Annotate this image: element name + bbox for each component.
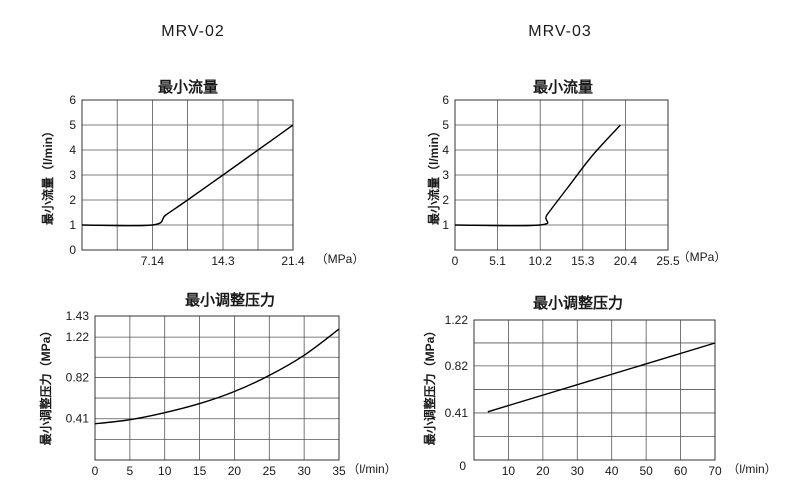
x-tick-label: 15.3 xyxy=(571,254,595,268)
y-axis-label: 最小调整压力（MPa） xyxy=(38,325,53,446)
chart-2: 最小调整压力 0 5 10 15 20 25 30 35 0.41 0.82 1.22 1.43 （l/m… xyxy=(38,291,397,478)
x-tick-label: 10.2 xyxy=(529,254,553,268)
x-tick-label: 0 xyxy=(452,254,459,268)
y-tick-label: 6 xyxy=(69,93,76,107)
y-tick-label: 6 xyxy=(442,93,449,107)
series-line xyxy=(487,342,716,413)
chart-title: 最小调整压力 xyxy=(185,291,275,309)
chart-title: 最小流量 xyxy=(533,78,593,96)
x-tick-label: 21.4 xyxy=(281,254,305,268)
x-tick-label: 25.5 xyxy=(656,254,680,268)
y-tick-label: 0 xyxy=(69,243,76,257)
x-tick-label: 20.4 xyxy=(614,254,638,268)
y-tick-label: 3 xyxy=(69,168,76,182)
y-tick-label: 1 xyxy=(69,218,76,232)
x-tick-label: 20 xyxy=(228,464,242,478)
y-tick-label: 1.43 xyxy=(66,309,90,323)
y-tick-label: 3 xyxy=(442,168,449,182)
chart-1: 最小流量 0 5.1 10.2 15.3 20.4 25.5 1 2 3 4 5 6 （MPa） 最小流量（… xyxy=(426,78,726,268)
x-tick-label: 35 xyxy=(332,464,346,478)
x-tick-label: 50 xyxy=(639,464,653,478)
x-tick-label: 30 xyxy=(297,464,311,478)
x-axis-unit: （l/min） xyxy=(727,462,776,476)
chart-0: 最小流量 7.14 14.3 21.4 0 1 2 3 4 5 6 （MPa） 最小流量（l/min） xyxy=(40,78,364,268)
series-line xyxy=(81,124,294,227)
x-tick-label: 60 xyxy=(674,464,688,478)
y-axis-label: 最小调整压力（MPa） xyxy=(422,325,437,446)
x-tick-label: 0 xyxy=(92,464,99,478)
y-tick-label: 0.41 xyxy=(445,406,469,420)
x-tick-label: 14.3 xyxy=(211,254,235,268)
x-tick-label: 5.1 xyxy=(489,254,506,268)
model-label-mrv03: MRV-03 xyxy=(528,23,592,40)
x-tick-label: 15 xyxy=(193,464,207,478)
series-line xyxy=(94,328,340,425)
origin-label: 0 xyxy=(459,459,466,473)
model-label-mrv02: MRV-02 xyxy=(161,23,225,40)
x-axis-unit: （MPa） xyxy=(316,252,365,266)
chart-title: 最小调整压力 xyxy=(533,294,623,312)
y-tick-label: 0.82 xyxy=(445,359,469,373)
x-tick-label: 20 xyxy=(536,464,550,478)
x-tick-label: 40 xyxy=(605,464,619,478)
plot-frame xyxy=(94,315,340,461)
x-tick-label: 10 xyxy=(502,464,516,478)
y-tick-label: 1 xyxy=(442,218,449,232)
x-tick-label: 7.14 xyxy=(141,254,165,268)
x-axis-unit: （MPa） xyxy=(678,250,727,264)
y-tick-label: 1.22 xyxy=(445,313,469,327)
y-axis-label: 最小流量（l/min） xyxy=(426,125,441,225)
plot-frame xyxy=(81,99,294,251)
chart-3: 最小调整压力 10 20 30 40 50 60 70 0.41 0.82 1.22 0 （l/min）… xyxy=(422,294,777,478)
y-tick-label: 4 xyxy=(442,143,449,157)
series-line xyxy=(454,124,621,227)
y-tick-label: 0.82 xyxy=(66,370,90,384)
plot-frame xyxy=(454,99,669,251)
y-tick-label: 1.22 xyxy=(66,330,90,344)
x-tick-label: 30 xyxy=(571,464,585,478)
y-tick-label: 5 xyxy=(442,118,449,132)
y-tick-label: 2 xyxy=(442,193,449,207)
y-axis-label: 最小流量（l/min） xyxy=(40,125,55,225)
x-tick-label: 25 xyxy=(263,464,277,478)
y-tick-label: 2 xyxy=(69,193,76,207)
plot-frame xyxy=(473,319,716,461)
x-tick-label: 5 xyxy=(127,464,134,478)
x-axis-unit: （l/min） xyxy=(347,462,396,476)
y-tick-label: 5 xyxy=(69,118,76,132)
y-tick-label: 0.41 xyxy=(66,412,90,426)
x-tick-label: 10 xyxy=(158,464,172,478)
chart-title: 最小流量 xyxy=(158,78,218,96)
y-tick-label: 4 xyxy=(69,143,76,157)
x-tick-label: 70 xyxy=(708,464,722,478)
